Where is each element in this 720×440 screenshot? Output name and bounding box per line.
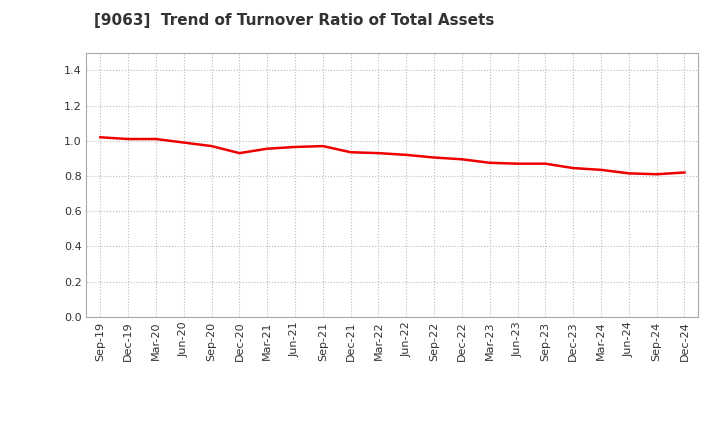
Text: [9063]  Trend of Turnover Ratio of Total Assets: [9063] Trend of Turnover Ratio of Total … bbox=[94, 13, 494, 28]
